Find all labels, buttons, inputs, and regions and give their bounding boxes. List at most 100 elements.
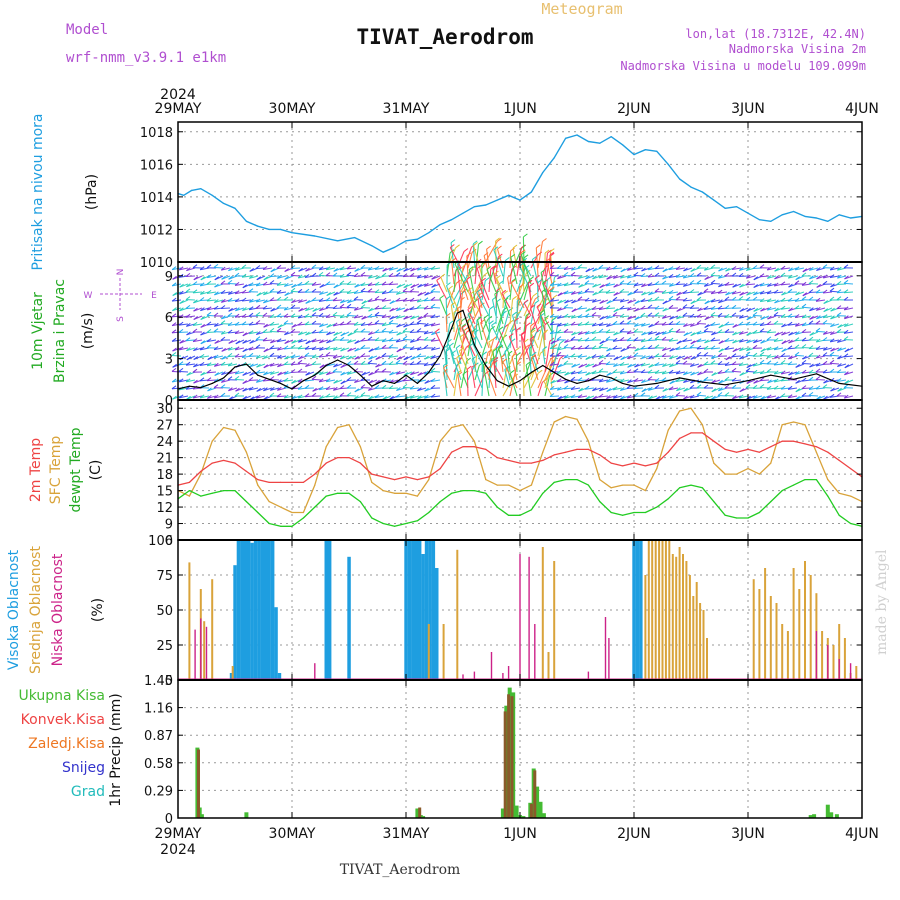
wind-barb bbox=[606, 395, 616, 400]
wind-barb-flag bbox=[388, 361, 394, 365]
wind-barb-flag bbox=[766, 266, 772, 271]
wind-barb-flag bbox=[305, 363, 310, 367]
wind-barb-flag bbox=[402, 383, 408, 388]
wind-barb bbox=[648, 331, 658, 335]
wind-barb bbox=[711, 323, 721, 326]
mid-cloud-bar bbox=[769, 596, 772, 680]
wind-barb-flag bbox=[172, 307, 177, 312]
wind-barb-flag bbox=[346, 360, 352, 365]
mid-cloud-bar bbox=[203, 621, 206, 680]
wind-barb-flag bbox=[648, 323, 653, 328]
wind-barb-flag bbox=[311, 264, 317, 269]
wind-barb-flag bbox=[206, 321, 212, 326]
high-cloud-bar bbox=[246, 540, 251, 680]
wind-barb-flag bbox=[256, 292, 262, 297]
wind-barb-flag bbox=[801, 296, 807, 301]
frame-layer bbox=[177, 121, 863, 819]
wind-barb bbox=[592, 387, 602, 392]
wind-barb bbox=[480, 322, 490, 349]
wind-barb-flag bbox=[297, 338, 303, 343]
high-cloud-bar bbox=[274, 607, 278, 680]
mid-cloud-bar bbox=[647, 540, 650, 680]
t2m-line-point bbox=[724, 448, 726, 450]
wind-barb-flag bbox=[822, 280, 828, 285]
bottom-day-tick-label: 1JUN bbox=[503, 826, 537, 842]
wind-barb-flag bbox=[570, 290, 576, 295]
wind-barb bbox=[780, 395, 791, 398]
wind-barb-flag bbox=[333, 363, 338, 368]
wind-barb-flag bbox=[788, 371, 793, 376]
wind-barb-flag bbox=[443, 364, 448, 369]
wind-barb-flag bbox=[477, 295, 483, 300]
wind-barb bbox=[481, 365, 484, 397]
wind-barb bbox=[522, 378, 525, 397]
wind-barb-flag bbox=[206, 311, 212, 316]
wind-barb bbox=[474, 319, 478, 349]
wind-barb-flag bbox=[690, 371, 695, 376]
wind-barb bbox=[270, 323, 280, 326]
wind-barb-flag bbox=[207, 356, 212, 361]
wind-barb bbox=[525, 364, 532, 397]
wind-barb-flag bbox=[654, 362, 660, 366]
wind-barb-flag bbox=[661, 394, 667, 399]
wind-speed-line-point bbox=[245, 363, 247, 365]
wind-barb-flag bbox=[843, 296, 849, 301]
wind-barb-flag bbox=[550, 340, 556, 345]
wind-barb bbox=[725, 339, 735, 342]
wind-barb-flag bbox=[227, 352, 233, 357]
wind-y-tick-label: 0 bbox=[165, 394, 173, 409]
wind-barb bbox=[612, 347, 623, 350]
t2m-line-point bbox=[576, 448, 578, 450]
wind-barb-flag bbox=[486, 365, 491, 370]
wind-barb-flag bbox=[430, 384, 436, 389]
wind-barb-flag bbox=[654, 280, 660, 285]
wind-barb-flag bbox=[185, 304, 191, 309]
wind-barb bbox=[192, 283, 203, 286]
wind-barb-flag bbox=[655, 395, 661, 400]
wind-barb bbox=[361, 283, 371, 287]
wind-barb-flag bbox=[374, 289, 380, 294]
wind-barb-flag bbox=[682, 282, 688, 287]
wind-barb-flag bbox=[605, 361, 611, 366]
wind-barb-flag bbox=[633, 368, 639, 373]
wind-barb-flag bbox=[269, 370, 275, 375]
wind-barb-flag bbox=[235, 387, 240, 392]
wind-barb-flag bbox=[682, 297, 688, 302]
wind-barb-flag bbox=[808, 266, 814, 271]
wind-barb-flag bbox=[193, 356, 198, 360]
wind-barb-flag bbox=[830, 307, 835, 312]
wind-barb-flag bbox=[815, 385, 821, 390]
wind-barb-flag bbox=[647, 312, 653, 317]
wind-barb bbox=[739, 395, 749, 399]
wind-barb-flag bbox=[563, 266, 569, 270]
wind-barb-flag bbox=[298, 267, 303, 272]
temperature-panel-frame bbox=[177, 399, 863, 541]
wind-barb bbox=[584, 315, 595, 318]
wind-barb-flag bbox=[206, 264, 212, 269]
wind-barb-flag bbox=[634, 300, 640, 305]
low-cloud-bar bbox=[519, 554, 521, 680]
wind-barb-flag bbox=[206, 338, 212, 343]
wind-barb-flag bbox=[495, 237, 500, 242]
wind-barb-flag bbox=[199, 297, 205, 301]
wind-barb bbox=[235, 331, 245, 335]
wind-barb-flag bbox=[214, 339, 219, 344]
wind-barb bbox=[453, 326, 459, 341]
wind-barb-flag bbox=[298, 299, 303, 303]
wind-barb-flag bbox=[410, 284, 416, 289]
wind-barb bbox=[467, 309, 476, 325]
t2m-line-point bbox=[542, 459, 544, 461]
wind-barb-flag bbox=[381, 368, 387, 373]
pressure-line-point bbox=[394, 246, 396, 248]
wind-barb-flag bbox=[374, 295, 380, 300]
wind-barb-flag bbox=[227, 279, 233, 284]
wind-barb bbox=[200, 363, 210, 366]
sfc-temp-line-point bbox=[485, 479, 487, 481]
wind-barb-flag bbox=[592, 275, 597, 280]
wind-barb-flag bbox=[424, 379, 430, 384]
wind-barb-flag bbox=[269, 288, 275, 293]
wind-barb bbox=[669, 267, 679, 271]
wind-barb-flag bbox=[220, 280, 226, 285]
mid-cloud-bar bbox=[654, 540, 657, 680]
wind-barb bbox=[529, 286, 532, 309]
